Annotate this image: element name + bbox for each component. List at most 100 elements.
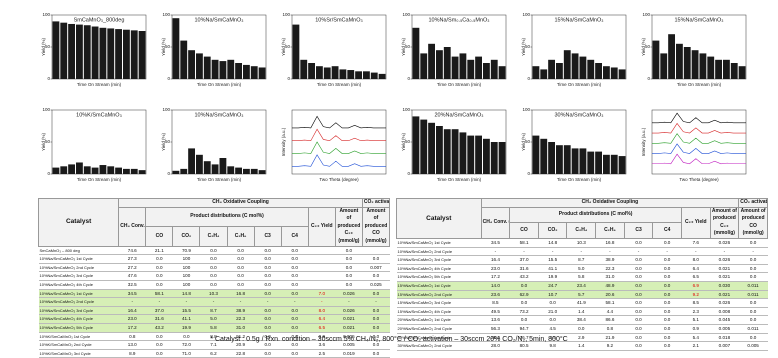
table-cell: 38.9: [227, 306, 255, 316]
bar: [83, 25, 91, 80]
table-cell: 0.019: [335, 349, 363, 358]
table-cell: 0.0: [362, 323, 390, 333]
table-cell: 0.0: [652, 324, 682, 334]
table-cell: 8.5: [681, 298, 711, 308]
panel-title: SmCaMnO₃_800deg: [74, 17, 125, 23]
bar: [203, 161, 211, 174]
table-cell: 27.3: [118, 254, 146, 264]
y-tick-label: 0: [527, 171, 530, 176]
table-cell: 0.0: [624, 281, 653, 291]
table-cell: 0.0: [738, 238, 768, 248]
header-cell: CO₂: [537, 222, 568, 239]
catalyst-cell: 20%Na/SmCaMnO₃ 2nd Cycle: [396, 324, 482, 334]
bar: [436, 126, 443, 174]
bar: [196, 154, 203, 174]
bar: [420, 53, 428, 79]
header-row: CO CO₂ C₂H₄ C₂H₆ C3 C4: [397, 222, 768, 239]
header-cell: C4: [280, 226, 309, 247]
table-cell: 0.0: [652, 255, 682, 265]
table-cell: 0.0: [566, 324, 596, 334]
table-cell: 0.0: [738, 264, 768, 274]
table-cell: 0.0: [281, 271, 309, 281]
table-cell: 31.0: [595, 272, 625, 282]
bar: [235, 167, 242, 174]
bar: [180, 168, 188, 174]
bar: [300, 59, 308, 79]
table-cell: 32.5: [118, 280, 146, 290]
bar: [250, 168, 258, 174]
table-cell: 0.026: [335, 289, 363, 299]
table-cell: 2.5: [308, 349, 336, 358]
bar: [52, 167, 60, 174]
plot-frame: [171, 14, 267, 80]
table-cell: 0.0: [281, 314, 309, 324]
header-cell: Product distributions (C mol%): [145, 206, 309, 228]
bar: [676, 43, 683, 79]
table-cell: 13.0: [118, 340, 146, 350]
table-cell: 8.9: [118, 349, 146, 358]
bar: [347, 70, 355, 79]
y-tick-label: 50: [525, 44, 531, 49]
table-cell: 7.1: [199, 340, 228, 350]
bar: [563, 50, 571, 79]
table-cell: 58.1: [595, 298, 625, 308]
bar: [138, 31, 146, 79]
table-cell: 0.021: [710, 290, 739, 300]
table-cell: 86.6: [595, 315, 625, 325]
y-tick-label: 50: [45, 44, 51, 49]
plot-frame: [171, 109, 267, 175]
header-cell: Catalyst: [396, 198, 482, 239]
bar: [490, 59, 498, 79]
table-cell: 0.0: [362, 271, 390, 281]
table-row: 20%Na/SmCaMnO₃ 2nd Cycle 56.3 94.7 4.5 0.0 0.…: [396, 324, 768, 334]
bar: [459, 53, 467, 79]
panel-title: 30%Na/SmCaMnO₃: [554, 112, 603, 118]
x-axis-label: Time On Stream (min): [77, 177, 122, 182]
table-cell: 0.026: [710, 298, 739, 308]
table-cell: 0.021: [710, 272, 739, 282]
plot-frame: [531, 109, 627, 175]
table-cell: 16.4: [118, 306, 146, 316]
header-cell: CO₂ activation: [361, 198, 391, 208]
y-axis-label: Intensity (a.u.): [281, 127, 286, 156]
table-cell: 10.7: [538, 290, 567, 300]
table-cell: 21.9: [595, 333, 625, 343]
bar: [227, 59, 235, 79]
table-cell: 0.0: [227, 263, 255, 273]
table-cell: -: [738, 247, 768, 257]
y-tick-label: 100: [522, 12, 530, 17]
table-cell: 0.018: [710, 333, 739, 343]
plot-frame: [291, 109, 387, 175]
catalyst-cell: 10%K/SmCaMnO₃ 2nd Cycle: [38, 340, 119, 350]
table-row: 10%Na/SmCaMnO₃ 1st Cycle 27.3 0.0 100 0.0 0.0…: [38, 254, 390, 264]
bar: [532, 135, 540, 174]
table-cell: 0.0: [362, 254, 390, 264]
bar: [107, 166, 115, 174]
table-cell: 9.2: [681, 290, 711, 300]
bar: [68, 23, 75, 79]
table-cell: 22.3: [595, 264, 625, 274]
table-cell: 21.0: [538, 307, 567, 317]
table-cell: 14.8: [172, 289, 200, 299]
table-cell: 20.9: [227, 340, 255, 350]
header-cell: CO: [509, 222, 539, 239]
table-cell: 16.8: [595, 238, 625, 248]
catalyst-cell: 15%Na/SmCaMnO₃ 4th Cycle: [396, 307, 482, 317]
plot-frame: [651, 14, 747, 80]
y-tick-label: 0: [407, 171, 410, 176]
catalyst-cell: 10%Na/SmCaMnO₃ 3rd Cycle: [38, 306, 119, 316]
table-cell: [362, 246, 390, 256]
catalyst-cell: 10%Na/SmCaMnO₃ 2nd Cycle: [38, 297, 119, 307]
header-cell: C4: [652, 222, 682, 239]
table-cell: 21.1: [145, 246, 173, 256]
catalyst-cell: SmCaMnO₃ – 800 deg: [38, 246, 119, 256]
table-cell: 0.026: [710, 238, 739, 248]
panel-title: 10%Na/SmCaMnO₃: [194, 17, 243, 23]
catalyst-cell: 10%Na/SmCaMnO₃ 4th Cycle: [38, 280, 119, 290]
table-cell: 37.0: [145, 306, 173, 316]
bar: [331, 66, 339, 79]
bar: [123, 168, 130, 174]
table-cell: 58.1: [145, 289, 173, 299]
bar: [459, 132, 467, 174]
table-cell: 0.0: [652, 298, 682, 308]
